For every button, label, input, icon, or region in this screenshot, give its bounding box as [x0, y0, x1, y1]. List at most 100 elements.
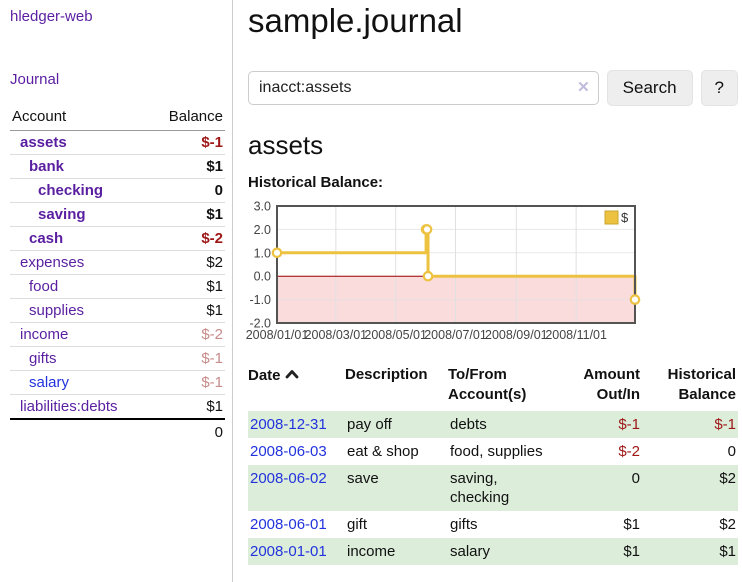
transaction-amount: $-2 — [618, 443, 640, 460]
account-balance: $-2 — [150, 322, 225, 347]
transaction-date-link[interactable]: 2008-01-01 — [250, 543, 327, 560]
register-row: 2008-12-31 pay off debts $-1 $-1 — [248, 411, 738, 438]
account-balance: $1 — [150, 154, 225, 179]
account-heading: assets — [248, 130, 324, 160]
account-row: gifts $-1 — [10, 346, 225, 371]
sidebar: hledger-web Journal Account Balance asse… — [0, 0, 233, 582]
account-link[interactable]: checking — [38, 182, 104, 199]
account-total-row: 0 — [10, 418, 225, 445]
sidebar-item-journal[interactable]: Journal — [10, 71, 60, 88]
account-link[interactable]: food — [29, 278, 59, 295]
transaction-description: eat & shop — [347, 443, 419, 460]
search-input[interactable] — [248, 71, 599, 105]
account-link[interactable]: income — [20, 326, 69, 343]
account-row: checking 0 — [10, 178, 225, 203]
account-total-balance: 0 — [150, 418, 225, 445]
transaction-balance: $1 — [642, 538, 738, 565]
transaction-description: save — [345, 465, 448, 511]
amount-column-header: Amount Out/In — [583, 366, 640, 403]
account-row: expenses $2 — [10, 250, 225, 275]
svg-text:2008/03/01: 2008/03/01 — [305, 328, 368, 342]
transaction-date-link[interactable]: 2008-06-02 — [250, 470, 327, 487]
account-row: supplies $1 — [10, 298, 225, 323]
account-link[interactable]: gifts — [29, 350, 57, 367]
transaction-date-link[interactable]: 2008-06-03 — [250, 443, 327, 460]
register-body: 2008-12-31 pay off debts $-1 $-1 2008-06-03 ea… — [248, 411, 738, 565]
balance-column-header: Balance — [150, 105, 225, 131]
transaction-accounts: salary — [448, 538, 560, 565]
account-balance: $1 — [150, 202, 225, 227]
sort-ascending-icon — [285, 365, 299, 385]
svg-text:3.0: 3.0 — [254, 200, 271, 214]
account-balance: $1 — [150, 298, 225, 323]
search-bar: ✕ Search ? — [248, 70, 738, 106]
chart-container: $3.0 2.0 1.0 0.0 -1.0 -2.0 2008/01/01 2008/03/0… — [246, 200, 738, 345]
transaction-amount: 0 — [560, 465, 642, 511]
register-row: 2008-06-02 save saving, checking 0 $2 — [248, 465, 738, 511]
transaction-balance: 0 — [727, 443, 736, 460]
transaction-amount: $-1 — [560, 411, 642, 438]
svg-text:-2.0: -2.0 — [249, 317, 271, 331]
account-link[interactable]: cash — [29, 230, 64, 247]
transaction-accounts: saving, checking — [448, 465, 560, 511]
account-row: liabilities:debts $1 — [10, 394, 225, 419]
account-balance: $-1 — [201, 134, 223, 151]
account-row: salary $-1 — [10, 370, 225, 395]
balance-column-header-register: Historical Balance — [667, 366, 736, 403]
account-tree-body: assets $-1 bank $1 checking 0 saving $1 cash $-2 e… — [10, 131, 225, 419]
clear-search-icon[interactable]: ✕ — [577, 79, 590, 96]
account-tree: Account Balance assets $-1 bank $1 checking 0… — [10, 105, 225, 445]
date-column-header[interactable]: Date — [248, 363, 345, 411]
chart-title: Historical Balance: — [248, 174, 384, 191]
account-link[interactable]: supplies — [29, 302, 85, 319]
account-balance: $1 — [150, 274, 225, 299]
transaction-amount: $1 — [560, 538, 642, 565]
app-title-link[interactable]: hledger-web — [10, 8, 93, 25]
svg-text:1.0: 1.0 — [254, 246, 271, 260]
account-balance: $1 — [150, 394, 225, 419]
transaction-amount: $1 — [623, 516, 640, 533]
svg-text:2008/07/01: 2008/07/01 — [424, 328, 487, 342]
account-link[interactable]: assets — [20, 134, 67, 151]
main-content: sample.journal ✕ Search ? assets Histori… — [233, 0, 742, 582]
transaction-date-link[interactable]: 2008-06-01 — [250, 516, 327, 533]
account-balance: $-1 — [150, 346, 225, 371]
register-row: 2008-01-01 income salary $1 $1 — [248, 538, 738, 565]
account-link[interactable]: bank — [29, 158, 65, 175]
transaction-date-link[interactable]: 2008-12-31 — [250, 416, 327, 433]
svg-text:2008/11/01: 2008/11/01 — [545, 328, 607, 342]
account-link[interactable]: salary — [29, 374, 70, 391]
svg-text:2008/01/01: 2008/01/01 — [246, 328, 309, 342]
account-row: income $-2 — [10, 322, 225, 347]
transaction-accounts: debts — [448, 411, 560, 438]
transaction-accounts: gifts — [450, 516, 478, 533]
transaction-balance: $-1 — [642, 411, 738, 438]
account-link[interactable]: expenses — [20, 254, 85, 271]
account-row: cash $-2 — [10, 226, 225, 251]
register-table: Date Description To/From Account(s) Amou… — [248, 363, 738, 565]
page-title: sample.journal — [248, 2, 463, 39]
historical-balance-chart: $3.0 2.0 1.0 0.0 -1.0 -2.02008/01/012008/03/0… — [246, 200, 641, 342]
svg-text:$: $ — [621, 210, 629, 225]
svg-text:2008/09/01: 2008/09/01 — [485, 328, 548, 342]
register-row: 2008-06-01 gift gifts $1 $2 — [248, 511, 738, 538]
account-link[interactable]: liabilities:debts — [20, 398, 118, 415]
account-balance: $-1 — [150, 370, 225, 395]
svg-text:-1.0: -1.0 — [249, 293, 271, 307]
account-link[interactable]: saving — [38, 206, 86, 223]
account-balance: $-2 — [150, 226, 225, 251]
search-button[interactable]: Search — [606, 70, 693, 106]
account-balance: 0 — [150, 178, 225, 203]
svg-text:2008/05/01: 2008/05/01 — [364, 328, 427, 342]
svg-text:0.0: 0.0 — [254, 270, 271, 284]
account-column-header: Account — [10, 105, 151, 131]
help-button[interactable]: ? — [700, 70, 738, 106]
transaction-description: gift — [347, 516, 368, 533]
transaction-accounts: food, supplies — [450, 443, 543, 460]
account-row: assets $-1 — [10, 131, 225, 155]
accounts-column-header: To/From Account(s) — [448, 366, 527, 403]
transaction-balance: $2 — [719, 516, 736, 533]
transaction-description: pay off — [345, 411, 448, 438]
register-row: 2008-06-03 eat & shop food, supplies $-2 0 — [248, 438, 738, 465]
account-row: food $1 — [10, 274, 225, 299]
